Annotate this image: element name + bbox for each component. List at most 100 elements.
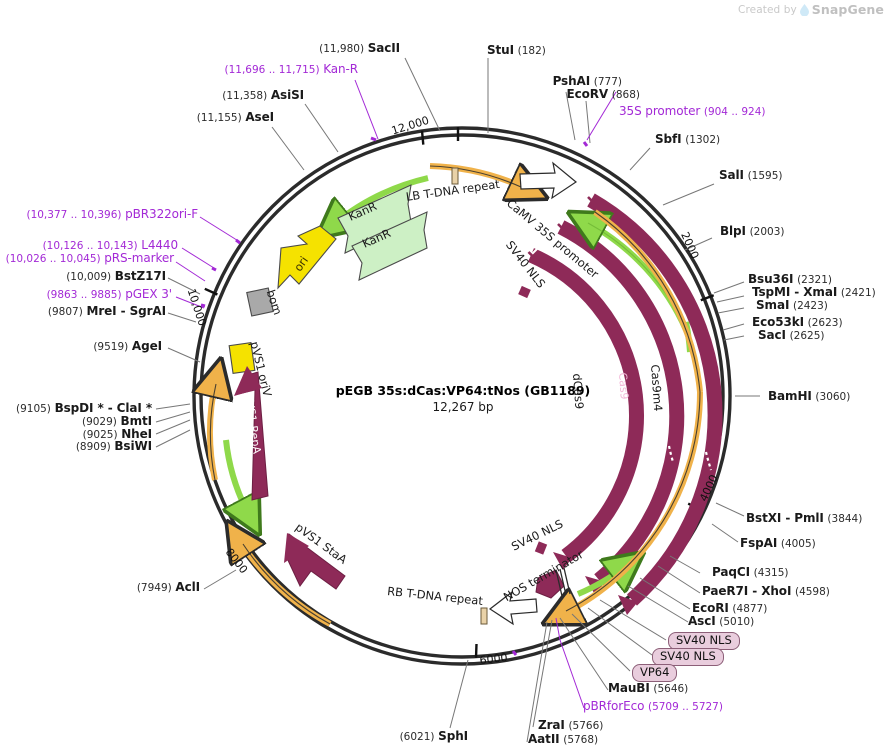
plasmid-name: pEGB 35s:dCas:VP64:tNos (GB1189): [335, 383, 591, 398]
label-stui-position: (182): [517, 45, 546, 57]
feature-lb-tdna-repeat: [451, 167, 459, 185]
label-aatii-name: AatII: [528, 732, 560, 746]
feature-badge-vp64[interactable]: VP64: [632, 664, 678, 683]
label-smai-name: SmaI: [756, 298, 790, 312]
label-bamhi-position: (3060): [815, 391, 851, 403]
label-pbrforeco-position: (5709 .. 5727): [647, 701, 723, 713]
label-fspai-name: FspAI: [740, 536, 778, 550]
feature-kanr-2: [351, 211, 428, 281]
label-35s-promoter-name: 35S promoter: [619, 104, 701, 118]
label-tspmi-xmai: TspMI - XmaI (2421): [752, 286, 876, 299]
label-35s-promoter: 35S promoter (904 .. 924): [619, 105, 765, 118]
label-eco53ki-position: (2623): [807, 317, 843, 329]
label-sbfi-position: (1302): [685, 134, 721, 146]
label-zrai-name: ZraI: [538, 718, 565, 732]
label-bstz17i-position: (10,009): [66, 271, 112, 283]
label-smai: SmaI (2423): [756, 299, 828, 312]
label-ecorv-position: (868): [611, 89, 640, 101]
label-sphi: (6021) SphI: [336, 730, 469, 743]
label-maubi-position: (5646): [653, 683, 689, 695]
label-bstxi-pmli: BstXI - PmlI (3844): [746, 512, 862, 525]
label-nhei-name: NheI: [121, 427, 152, 441]
label-sali-position: (1595): [747, 170, 783, 182]
label-bsiwi-position: (8909): [75, 441, 111, 453]
feature-rb-open-arrow: [488, 590, 538, 626]
label-pshai-name: PshAI: [552, 74, 591, 88]
feature-nos-terminator: [535, 567, 571, 599]
watermark-prefix: Created by: [738, 3, 797, 16]
label-bstxi-pmli-position: (3844): [827, 513, 863, 525]
label-bamhi-name: BamHI: [768, 389, 812, 403]
label-nhei-position: (9025): [82, 429, 118, 441]
label-tspmi-xmai-name: TspMI - XmaI: [752, 285, 838, 299]
feature-sv40-nls-marks: [518, 285, 548, 555]
label-paqci-name: PaqCI: [712, 565, 750, 579]
label-acli: (7949) AclI: [60, 581, 200, 594]
feature-camv35s-promoter: [519, 161, 578, 200]
feature-pvs1-oriv: [228, 341, 256, 375]
snapgene-drop-icon: [799, 3, 809, 16]
label-bsu36i-name: Bsu36I: [748, 272, 794, 286]
watermark-brand: SnapGene: [811, 2, 884, 17]
label-l4440-name: L4440: [141, 238, 178, 252]
label-sbfi: SbfI (1302): [655, 133, 720, 146]
label-blpi-position: (2003): [749, 226, 785, 238]
label-paqci-position: (4315): [753, 567, 789, 579]
label-bstz17i-name: BstZ17I: [114, 269, 166, 283]
label-prs-marker-name: pRS-marker: [104, 251, 174, 265]
label-bsu36i: Bsu36I (2321): [748, 273, 832, 286]
label-paer7i-xhoi-position: (4598): [794, 586, 830, 598]
label-aatii: AatII (5768): [528, 733, 598, 746]
label-fspai-position: (4005): [780, 538, 816, 550]
label-kan-r-position: (11,696 .. 11,715): [224, 64, 320, 76]
feature-badge-sv40-nls-2[interactable]: SV40 NLS: [652, 648, 724, 667]
label-sali: SalI (1595): [719, 169, 783, 182]
label-pbr322ori-f: (10,377 .. 10,396) pBR322ori-F: [0, 208, 198, 221]
feature-rb-tdna-repeat: [480, 607, 488, 625]
label-bsu36i-position: (2321): [797, 274, 832, 286]
snapgene-watermark: Created by SnapGene: [738, 2, 884, 17]
label-aatii-position: (5768): [563, 734, 599, 746]
label-bspdi-clai: (9105) BspDI * - ClaI *: [0, 402, 152, 415]
label-asisi-position: (11,358): [222, 90, 268, 102]
page-title: pEGB 35s:dCas:VP64:tNos (GB1189) 12,267 …: [316, 383, 610, 414]
label-bmti-position: (9029): [81, 416, 117, 428]
feature-label-dcas9: dCas9: [570, 373, 587, 410]
label-eco53ki-name: Eco53kI: [752, 315, 804, 329]
label-pshai: PshAI (777): [470, 75, 622, 88]
feature-arc-dcas9: [527, 248, 645, 570]
label-maubi: MauBI (5646): [608, 682, 688, 695]
label-pgex-3: (9863 .. 9885) pGEX 3': [0, 288, 173, 301]
label-sacii-name: SacII: [367, 41, 400, 55]
label-tspmi-xmai-position: (2421): [840, 287, 876, 299]
label-l4440-position: (10,126 .. 10,143): [42, 240, 138, 252]
label-agei: (9519) AgeI: [0, 340, 162, 353]
label-pgex-3-position: (9863 .. 9885): [46, 289, 122, 301]
label-zrai-position: (5766): [568, 720, 604, 732]
primer-ticks: [200, 136, 589, 656]
label-ecori-name: EcoRI: [692, 601, 729, 615]
label-bspdi-clai-position: (9105): [15, 403, 51, 415]
label-saci: SacI (2625): [758, 329, 825, 342]
label-bsiwi: (8909) BsiWI: [0, 440, 152, 453]
label-agei-position: (9519): [93, 341, 129, 353]
label-pbrforeco-name: pBRforEco: [583, 699, 645, 713]
label-fspai: FspAI (4005): [740, 537, 816, 550]
feature-ori: [277, 225, 337, 290]
label-sbfi-name: SbfI: [655, 132, 682, 146]
feature-pvs1-staa: [284, 533, 346, 590]
feature-orange-arc-outlines: [209, 165, 701, 625]
label-ecori-position: (4877): [732, 603, 768, 615]
label-bmti: (9029) BmtI: [0, 415, 152, 428]
label-pbr322ori-f-position: (10,377 .. 10,396): [26, 209, 122, 221]
label-eco53ki: Eco53kI (2623): [752, 316, 843, 329]
label-zrai: ZraI (5766): [538, 719, 603, 732]
label-stui-name: StuI: [487, 43, 514, 57]
label-pbrforeco: pBRforEco (5709 .. 5727): [583, 700, 723, 713]
label-bstz17i: (10,009) BstZ17I: [0, 270, 166, 283]
feature-arc-cas9m4: [587, 193, 723, 615]
feature-bom: [246, 287, 274, 317]
label-asci: AscI (5010): [688, 615, 754, 628]
label-asci-name: AscI: [688, 614, 716, 628]
label-asci-position: (5010): [719, 616, 755, 628]
